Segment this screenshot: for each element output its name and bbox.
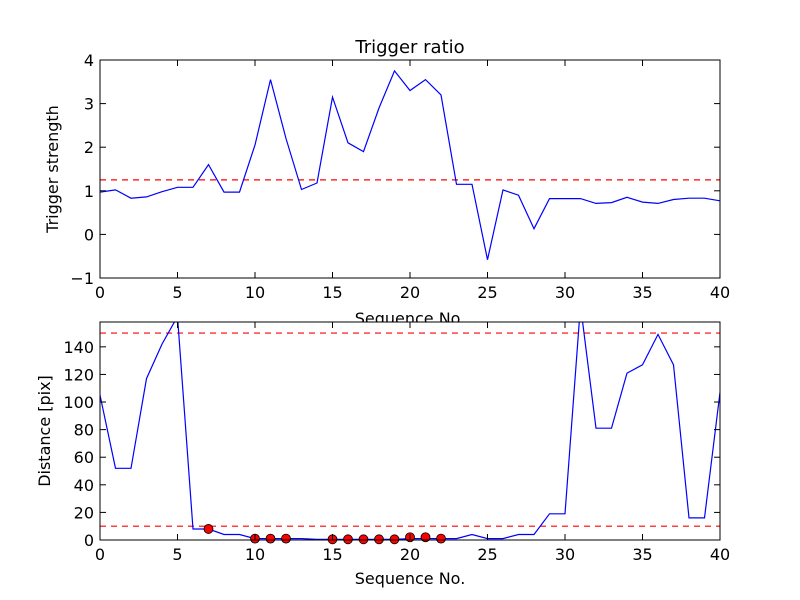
bottom-marker — [420, 532, 431, 543]
bottom-y-tick-label: 40 — [74, 476, 94, 495]
bottom-x-tick-label: 15 — [322, 545, 342, 564]
bottom-y-tick-label: 0 — [84, 531, 94, 550]
top-x-tick-label: 35 — [632, 283, 652, 302]
bottom-marker — [281, 533, 291, 544]
bottom-x-tick-label: 25 — [477, 545, 497, 564]
bottom-x-tick-label: 10 — [245, 545, 265, 564]
bottom-y-tick-label: 140 — [63, 338, 94, 357]
bottom-marker — [374, 534, 384, 545]
bottom-marker — [436, 533, 446, 544]
bottom-x-tick-label: 20 — [400, 545, 420, 564]
bottom-x-tick-label: 0 — [95, 545, 105, 564]
top-x-tick-label: 25 — [477, 283, 497, 302]
bottom-marker — [203, 524, 214, 534]
top-y-tick-label: 4 — [84, 51, 94, 70]
bottom-marker — [358, 534, 369, 545]
top-series-line — [100, 69, 720, 260]
bottom-x-axis-ticks: 0 5 10 15 20 25 30 35 40 — [95, 322, 730, 564]
bottom-y-tick-label: 80 — [74, 421, 94, 440]
bottom-y-tick-label: 60 — [74, 448, 94, 467]
bottom-marker — [389, 534, 400, 545]
top-x-tick-label: 40 — [710, 283, 730, 302]
bottom-chart: 0 5 10 15 20 25 30 35 40 0 20 40 60 80 100 120 140 Sequ… — [35, 321, 730, 588]
bottom-y-tick-label: 20 — [74, 503, 94, 522]
bottom-marker — [265, 533, 276, 544]
top-x-tick-label: 20 — [400, 283, 420, 302]
top-y-tick-label: 2 — [84, 138, 94, 157]
bottom-y-tick-label: 120 — [63, 365, 94, 384]
bottom-y-tick-label: 100 — [63, 393, 94, 412]
top-plot-background — [100, 60, 720, 278]
bottom-x-tick-label: 40 — [710, 545, 730, 564]
top-x-tick-label: 30 — [555, 283, 575, 302]
bottom-y-axis-ticks: 0 20 40 60 80 100 120 140 — [63, 338, 720, 550]
bottom-x-axis-label: Sequence No. — [355, 569, 466, 588]
bottom-y-axis-label: Distance [pix] — [35, 375, 54, 487]
top-x-axis-ticks: 0 5 10 15 20 25 30 35 40 — [95, 60, 730, 302]
top-x-tick-label: 10 — [245, 283, 265, 302]
bottom-marker — [343, 534, 353, 545]
top-y-axis-label: Trigger strength — [43, 105, 62, 234]
top-y-tick-label: 1 — [84, 182, 94, 201]
top-x-tick-label: 5 — [172, 283, 182, 302]
bottom-x-tick-label: 5 — [172, 545, 182, 564]
top-x-tick-label: 15 — [322, 283, 342, 302]
bottom-plot-background — [100, 322, 720, 540]
bottom-x-tick-label: 30 — [555, 545, 575, 564]
top-y-tick-label: 0 — [84, 225, 94, 244]
bottom-x-tick-label: 35 — [632, 545, 652, 564]
top-y-tick-label: 3 — [84, 95, 94, 114]
top-chart-title: Trigger ratio — [354, 37, 464, 58]
bottom-threshold-lines — [100, 332, 720, 527]
top-series-group — [100, 69, 720, 260]
top-y-axis-ticks: −1 0 1 2 3 4 — [70, 51, 720, 288]
top-y-tick-label: −1 — [70, 269, 94, 288]
top-x-tick-label: 0 — [95, 283, 105, 302]
